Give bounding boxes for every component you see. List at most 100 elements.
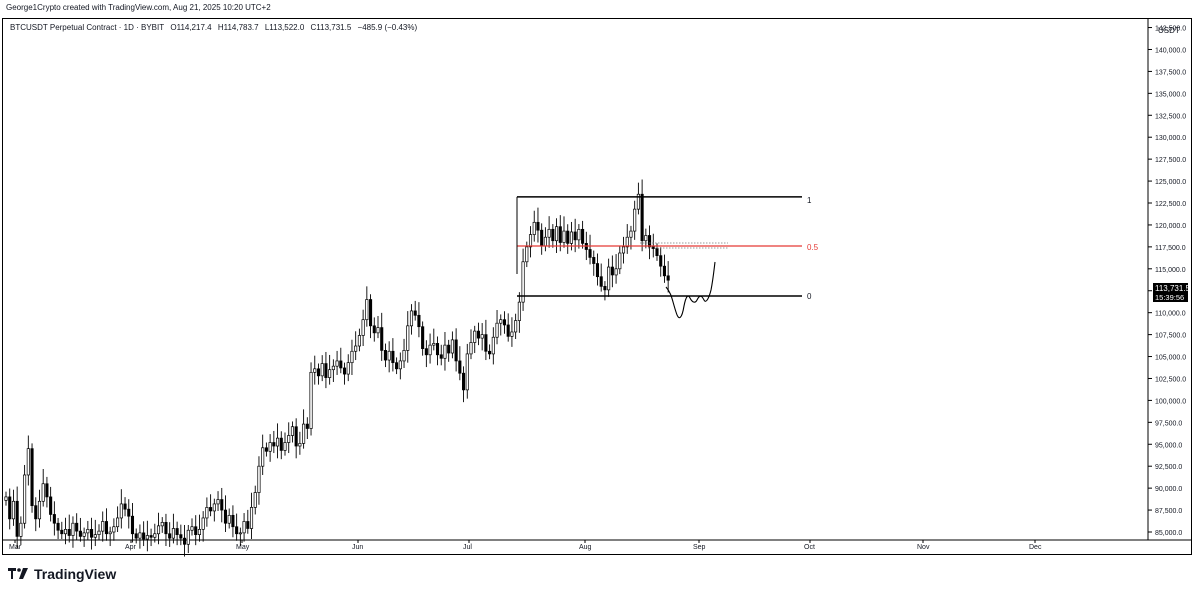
candle-body [276,437,280,447]
candle [298,431,302,455]
candle-body [443,344,447,359]
candle-body [376,327,380,334]
candle [614,254,618,284]
candle-body [391,350,395,364]
candle-body [417,314,421,328]
candle [495,310,499,345]
candle-body [517,301,521,321]
candle-body [406,325,410,351]
candle [302,409,306,449]
candle-body [633,208,637,232]
candle-body [82,532,86,537]
time-tick-label: May [236,544,250,551]
candle-body [566,230,570,244]
candle [528,226,533,258]
candle [209,494,213,517]
price-tick-label: 127,500.0 [1155,157,1186,164]
candle-body [227,514,231,524]
candle [595,253,600,286]
candle [249,492,254,540]
time-axis[interactable]: Mar Apr May Jun Jul Aug Sep Oct Nov Dec [9,540,1042,551]
candle [491,327,495,365]
candle-body [175,528,179,535]
candle [75,513,79,540]
candle [547,216,551,248]
candle [361,309,365,347]
candle-body [168,533,172,539]
candle-body [309,371,313,429]
candle-body [607,266,611,291]
candle-body [621,246,626,254]
candle [108,526,112,547]
candle [90,517,94,550]
candle-body [491,336,495,355]
candle-body [435,343,440,356]
drawings [516,196,802,319]
projection-path [665,261,716,319]
candle [409,304,414,335]
candle-body [569,231,573,244]
candle-body [279,437,283,451]
candle-body [413,310,417,316]
candle-body [636,193,640,210]
candle-body [514,320,518,333]
candle-body [324,363,328,378]
candle-body [603,286,607,291]
candle [37,489,42,528]
candle [197,514,201,542]
candle [566,224,570,254]
time-tick-label: Mar [9,544,22,551]
price-axis[interactable]: 85,000.0 87,500.0 90,000.0 92,500.0 95,000.0… [2,18,1192,541]
candle-body [294,426,298,447]
candle-body [480,334,484,339]
candle [462,366,466,403]
candle-body [365,299,369,321]
open-value: O114,217.4 [170,23,212,32]
tradingview-footer: TradingView [8,566,116,582]
candle [216,491,220,511]
candle-body [67,529,71,536]
candle-body [521,261,525,303]
price-tick-label: 117,500.0 [1155,245,1186,252]
candle [435,336,440,366]
candle-body [223,509,228,524]
candle [324,351,328,389]
candle [119,489,123,529]
candle [130,503,135,543]
candle-body [287,435,291,443]
candle-body [357,335,361,347]
candle [417,302,421,338]
candle-body [56,522,60,531]
candle [279,431,283,460]
candle [320,355,324,382]
candle [168,522,172,547]
candle-body [4,496,8,501]
candle-body [138,532,142,539]
candle-body [510,331,514,337]
candle [372,317,376,342]
candle [376,316,380,339]
candle-body [447,344,451,354]
candle-body [335,360,339,367]
candle-body [462,372,466,391]
candle [15,486,19,549]
candle-body [528,234,533,248]
candle-body [216,499,220,505]
candle-body [666,275,670,281]
candle-body [164,521,168,535]
candle [350,339,354,375]
candle [63,517,68,545]
candle [272,430,276,454]
tradingview-logo-icon [8,568,28,579]
high-value: H114,783.7 [217,23,259,32]
candle-body [264,447,268,452]
candle-body [577,228,581,241]
candle-body [488,350,492,355]
candle [517,292,521,333]
time-tick-label: Apr [125,544,137,551]
price-tick-label: 137,500.0 [1155,69,1186,76]
current-price-tag [1153,283,1188,302]
candle [536,207,540,243]
candle-body [473,330,477,343]
